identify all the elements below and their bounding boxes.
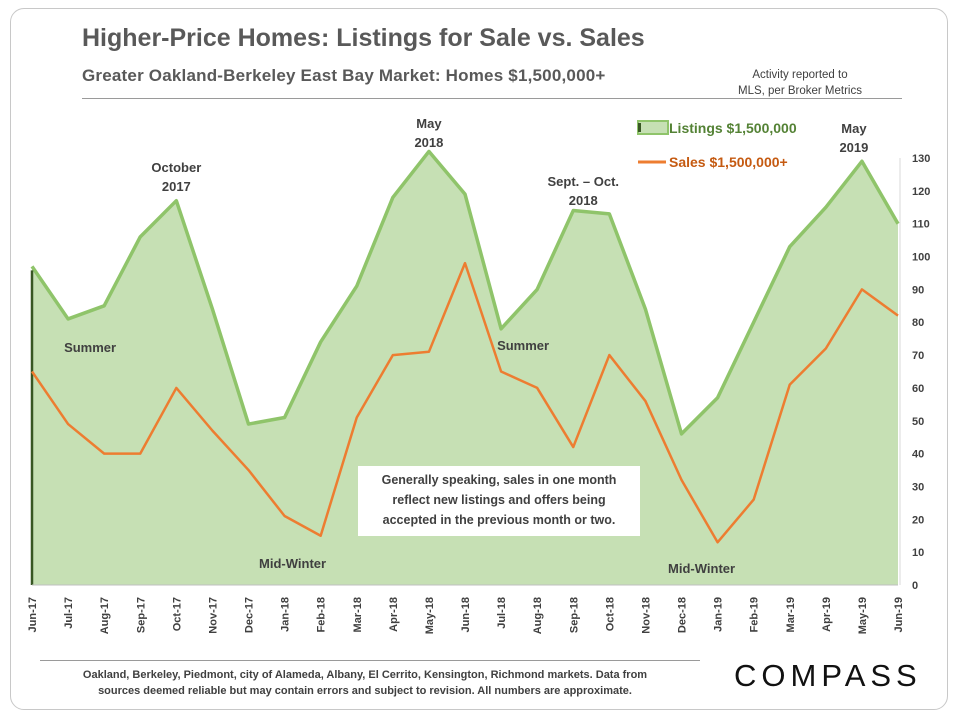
annotation-label: 2017 — [162, 179, 191, 194]
legend-sales-label: Sales $1,500,000+ — [669, 154, 788, 170]
y-tick-label: 50 — [912, 416, 924, 428]
activity-line-2: MLS, per Broker Metrics — [738, 85, 862, 97]
x-tick-label: Jun-18 — [460, 597, 472, 632]
legend: Listings $1,500,000 Sales $1,500,000+ — [637, 120, 797, 170]
footer-line-1: Oakland, Berkeley, Piedmont, city of Ala… — [82, 669, 648, 681]
footer-divider — [40, 660, 700, 661]
y-tick-label: 30 — [912, 481, 924, 493]
y-tick-label: 80 — [912, 317, 924, 329]
axes: Jun-17 Jul-17 Aug-17 Sep-17 Oct-17 Nov-17 Dec-… — [27, 153, 930, 634]
x-tick-label: Dec-18 — [677, 597, 689, 633]
title-divider — [82, 98, 902, 99]
compass-logo: COMPASS — [734, 658, 922, 693]
x-tick-label: Jun-19 — [893, 597, 905, 632]
x-tick-label: Aug-18 — [532, 597, 544, 634]
activity-line-1: Activity reported to — [752, 69, 848, 81]
x-tick-label: Jul-17 — [63, 597, 75, 629]
y-tick-label: 10 — [912, 547, 924, 559]
note-box — [358, 466, 640, 536]
note-line-3: accepted in the previous month or two. — [382, 513, 616, 527]
x-tick-label: Jan-19 — [713, 597, 725, 632]
legend-listings-label: Listings $1,500,000 — [669, 120, 797, 136]
x-tick-label: Nov-18 — [640, 597, 652, 634]
x-tick-label: Jul-18 — [496, 597, 508, 629]
x-tick-label: Apr-18 — [388, 597, 400, 632]
x-tick-label: Jan-18 — [280, 597, 292, 632]
annotation-label: 2018 — [414, 135, 443, 150]
note-line-1: Generally speaking, sales in one month — [381, 473, 617, 487]
x-tick-label: Oct-18 — [604, 597, 616, 631]
listings-line — [30, 149, 900, 436]
x-tick-label: May-19 — [857, 597, 869, 634]
x-tick-label: Jun-17 — [27, 597, 39, 632]
y-tick-label: 100 — [912, 252, 930, 264]
activity-note: Activity reported to MLS, per Broker Met… — [700, 67, 900, 99]
annotation-label: Mid-Winter — [259, 556, 326, 571]
x-tick-label: May-18 — [424, 597, 436, 634]
x-tick-label: Dec-17 — [244, 597, 256, 633]
y-tick-label: 0 — [912, 580, 918, 592]
annotations: October 2017 May 2018 Sept. – Oct. 2018 May 201… — [64, 116, 868, 576]
annotation-label: October — [151, 160, 201, 175]
legend-listings-swatch-edge — [638, 123, 641, 132]
y-tick-label: 60 — [912, 383, 924, 395]
listings-area — [32, 151, 898, 585]
annotation-label: Summer — [497, 338, 549, 353]
y-tick-label: 90 — [912, 284, 924, 296]
note-text: Generally speaking, sales in one month r… — [358, 470, 640, 530]
y-tick-label: 130 — [912, 153, 930, 165]
annotation-label: 2019 — [839, 140, 868, 155]
footer-line-2: sources deemed reliable but may contain … — [98, 685, 632, 697]
y-tick-label: 70 — [912, 350, 924, 362]
x-tick-label: Aug-17 — [99, 597, 111, 634]
chart-subtitle: Greater Oakland-Berkeley East Bay Market… — [82, 66, 606, 85]
annotation-label: May — [841, 121, 867, 136]
note-line-2: reflect new listings and offers being — [392, 493, 606, 507]
legend-listings-swatch — [637, 120, 669, 135]
x-tick-label: Feb-18 — [316, 597, 328, 632]
annotation-label: May — [416, 116, 442, 131]
x-tick-label: Apr-19 — [821, 597, 833, 632]
y-tick-label: 20 — [912, 514, 924, 526]
y-tick-label: 120 — [912, 186, 930, 198]
annotation-label: Mid-Winter — [668, 561, 735, 576]
annotation-label: Summer — [64, 340, 116, 355]
chart-title: Higher-Price Homes: Listings for Sale vs… — [82, 24, 645, 52]
x-tick-label: Oct-17 — [171, 597, 183, 631]
y-tick-label: 110 — [912, 219, 930, 231]
footer-note: Oakland, Berkeley, Piedmont, city of Ala… — [40, 667, 690, 699]
x-tick-label: Sep-17 — [135, 597, 147, 633]
sales-line — [30, 261, 899, 544]
x-tick-label: Mar-19 — [785, 597, 797, 632]
x-tick-label: Sep-18 — [568, 597, 580, 633]
x-tick-label: Mar-18 — [352, 597, 364, 632]
annotation-label: 2018 — [569, 193, 598, 208]
x-tick-label: Nov-17 — [207, 597, 219, 634]
annotation-label: Sept. – Oct. — [547, 174, 619, 189]
y-tick-label: 40 — [912, 449, 924, 461]
plot-area — [30, 149, 900, 585]
x-tick-label: Feb-19 — [749, 597, 761, 632]
